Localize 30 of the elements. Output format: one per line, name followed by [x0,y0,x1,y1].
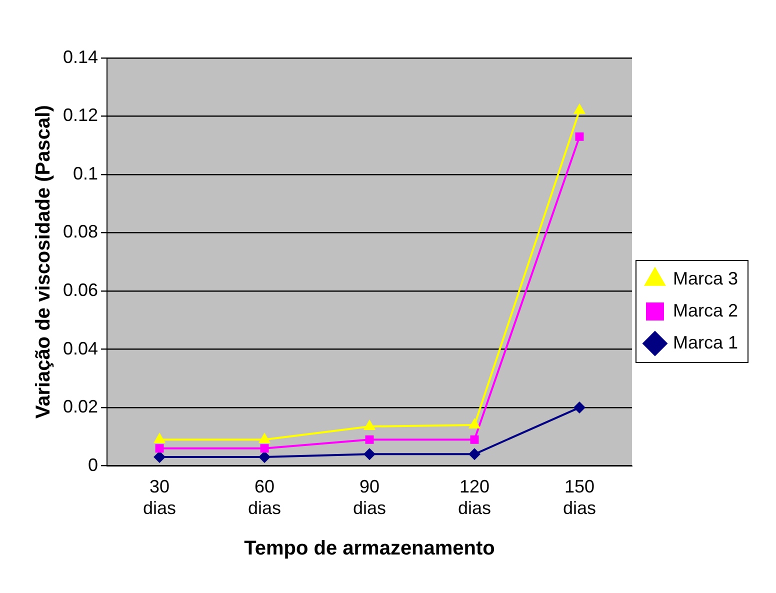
x-tick-label: 150 dias [562,476,596,518]
y-tick-label: 0.1 [73,163,98,184]
point [365,435,374,444]
y-tick-label: 0.12 [62,105,98,126]
point [470,435,479,444]
y-tick-label: 0.08 [62,222,98,242]
x-axis-title: Tempo de armazenamento [244,538,495,560]
point [258,451,271,464]
y-tick-label: 0.04 [62,338,98,358]
x-tick-label: 60 dias [248,476,282,518]
point [573,103,586,114]
y-tick-label: 0.02 [62,396,98,417]
point [155,444,164,453]
point [573,402,586,414]
point [575,132,584,141]
point [364,448,376,460]
legend-label: Marca 1 [672,332,738,352]
y-tick-label: 0.14 [62,46,98,67]
point [154,451,166,464]
point [468,448,480,460]
legend-label: Marca 2 [672,300,738,320]
x-tick-label: 90 dias [352,476,386,518]
x-tick-label: 30 dias [143,476,176,518]
y-tick-label: 0.06 [62,280,98,300]
point [260,444,269,453]
y-tick-label: 0 [88,454,98,475]
point [468,418,481,429]
y-axis-title: Variação de viscosidade (Pascal) [32,105,55,419]
legend-label: Marca 3 [672,268,738,288]
x-tick-label: 120 dias [458,476,492,518]
